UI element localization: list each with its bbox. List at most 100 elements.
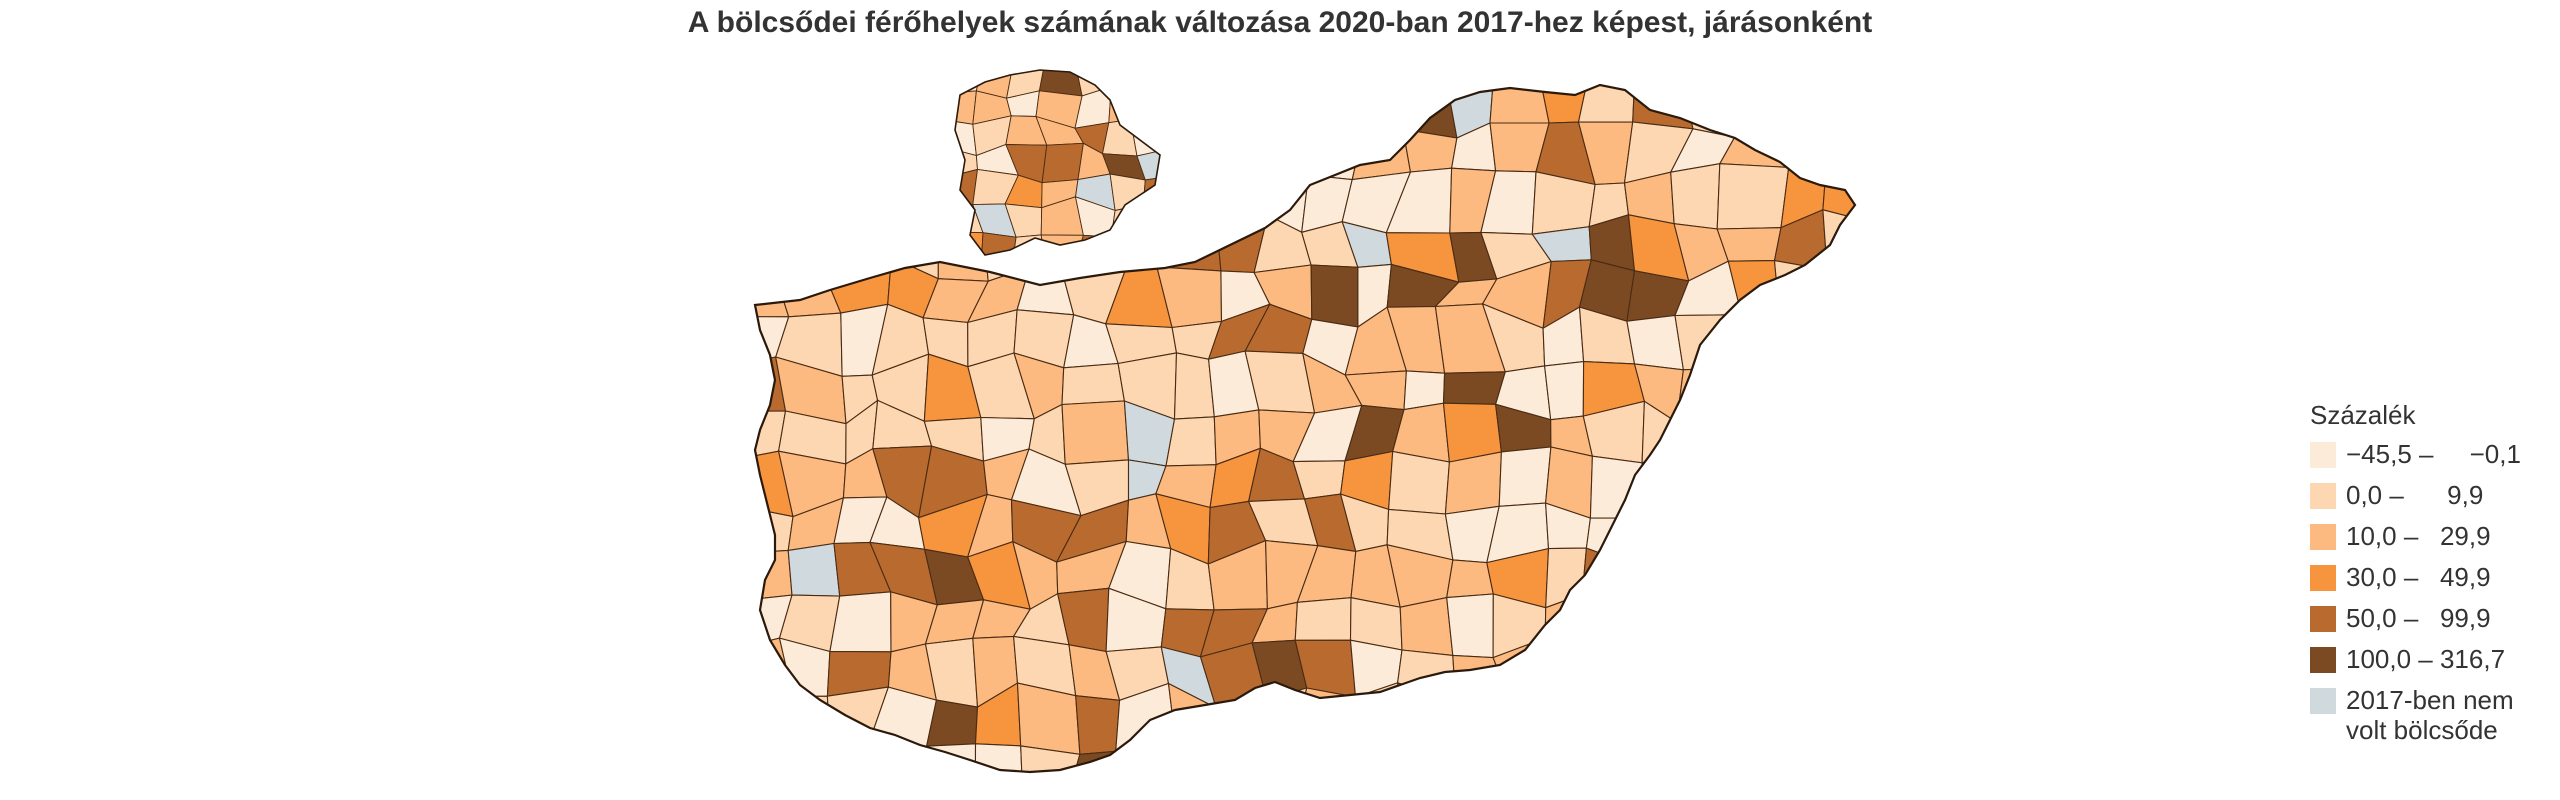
district-area [1543,697,1591,752]
district-area [784,162,846,234]
district-area [1396,649,1457,701]
district-area [1310,264,1359,328]
district-area [955,120,977,157]
district-area [1716,696,1789,743]
district-area [824,162,892,234]
legend-swatch [2310,565,2336,591]
district-area [1129,92,1160,122]
district-area [1544,637,1592,708]
district-area [1163,85,1217,128]
district-area [1446,593,1494,659]
district-area [1115,745,1177,772]
district-area [824,231,892,275]
district-area [1398,732,1447,772]
district-area [1826,503,1855,567]
district-area [1498,446,1552,507]
district-area [1141,203,1160,239]
district-area [1040,234,1085,255]
district-area [786,736,835,772]
legend-swatch [2310,483,2336,509]
district-area [869,738,929,772]
district-area [1714,366,1783,403]
district-area [1723,560,1785,605]
district-area [1736,456,1785,513]
district-area [776,223,826,281]
district-area [1627,557,1694,603]
district-area [1819,268,1855,318]
district-area [1690,557,1730,604]
district-area [1636,601,1695,651]
legend-item: 50,0 – 99,9 [2310,603,2546,644]
district-area [1714,398,1785,460]
district-area [787,542,841,597]
district-area [1716,227,1782,262]
district-area [1138,231,1160,255]
district-area [1826,458,1855,507]
district-area [1764,591,1833,660]
district-area [980,232,1017,255]
district-area [1588,649,1646,700]
district-area [974,743,1024,772]
district-area [1215,172,1269,216]
district-area [1775,741,1824,772]
district-area [1764,642,1833,705]
district-area [1207,699,1268,747]
district-area [1763,503,1831,567]
district-area [1543,360,1585,421]
district-area [1075,70,1112,97]
country-border [753,83,1857,774]
district-area [877,169,939,234]
district-area [1675,400,1741,460]
district-area [755,126,786,176]
district-area [1827,363,1855,423]
district-area [1266,127,1310,179]
legend-item: 2017-ben nem volt bölcsőde [2310,685,2546,745]
district-area [1772,397,1834,467]
legend-item: 100,0 – 316,7 [2310,644,2546,685]
district-area [1763,456,1834,513]
legend-swatch [2310,606,2336,632]
district-area [828,736,882,772]
district-area [1827,410,1855,467]
map-title: A bölcsődei férőhelyek számának változás… [687,6,1873,39]
legend-swatch [2310,647,2336,673]
district-area [1214,125,1270,179]
district-area [1396,682,1457,736]
district-area [1399,596,1454,657]
legend-item: 0,0 – 9,9 [2310,480,2546,521]
district-area [1779,313,1833,378]
district-area [1257,85,1306,136]
district-area [1166,115,1223,175]
legend-label: 50,0 – 99,9 [2346,603,2491,633]
district-area [1773,259,1828,325]
district-area [1824,591,1855,660]
district-area [1811,689,1855,744]
legend-label: 100,0 – 316,7 [2346,644,2506,674]
district-area [1075,695,1121,755]
legend-label: 10,0 – 29,9 [2346,521,2491,551]
district-area [773,85,835,140]
district-area [1679,692,1722,733]
district-area [1819,313,1855,378]
district-area [755,221,787,281]
district-area [1686,447,1741,510]
district-area [1439,732,1501,772]
budapest-inset-border [954,69,1161,256]
district-area [1782,689,1818,744]
district-area [1138,70,1160,99]
district-area [1723,602,1779,644]
district-area [1811,647,1855,696]
district-area [1020,745,1081,772]
district-area [755,740,791,772]
district-area [1106,236,1143,255]
district-area [1728,85,1777,139]
district-area [880,85,929,135]
district-area [1108,86,1143,124]
country-districts [755,85,1855,772]
legend-label: 2017-ben nem volt bölcsőde [2346,685,2514,745]
district-area [1041,142,1084,184]
district-area [1119,214,1171,268]
legend-item: 10,0 – 29,9 [2310,521,2546,562]
district-area [1772,373,1833,423]
district-area [1633,730,1695,772]
